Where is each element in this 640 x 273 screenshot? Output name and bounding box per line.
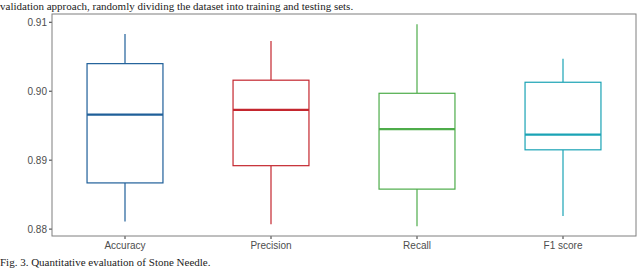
caption: Fig. 3. Quantitative evaluation of Stone… [0, 256, 211, 268]
x-tick-label: Accuracy [104, 240, 145, 251]
whisker-upper [562, 59, 563, 82]
whisker-upper [270, 41, 271, 80]
y-tick-label: 0.91 [28, 17, 48, 28]
x-tick-label: Precision [250, 240, 291, 251]
annotation: validation approach, randomly dividing t… [0, 0, 353, 12]
panel [52, 14, 636, 236]
plot-area [87, 24, 601, 226]
whisker-lower [562, 150, 563, 216]
whisker-lower [270, 166, 271, 225]
x-tick-label: F1 score [544, 240, 583, 251]
box [233, 80, 309, 165]
y-tick-label: 0.90 [28, 86, 48, 97]
box [87, 64, 163, 183]
box [379, 93, 455, 189]
median [379, 128, 455, 130]
whisker-upper [124, 34, 125, 64]
box [525, 82, 601, 150]
median [525, 133, 601, 135]
median [87, 113, 163, 115]
chart: validation approach, randomly dividing t… [0, 0, 640, 273]
whisker-lower [124, 183, 125, 222]
whisker-upper [416, 24, 417, 93]
median [233, 109, 309, 111]
whisker-lower [416, 189, 417, 226]
panel-border [52, 14, 636, 236]
y-tick-label: 0.89 [28, 155, 48, 166]
y-tick-label: 0.88 [28, 224, 48, 235]
x-tick-label: Recall [403, 240, 431, 251]
